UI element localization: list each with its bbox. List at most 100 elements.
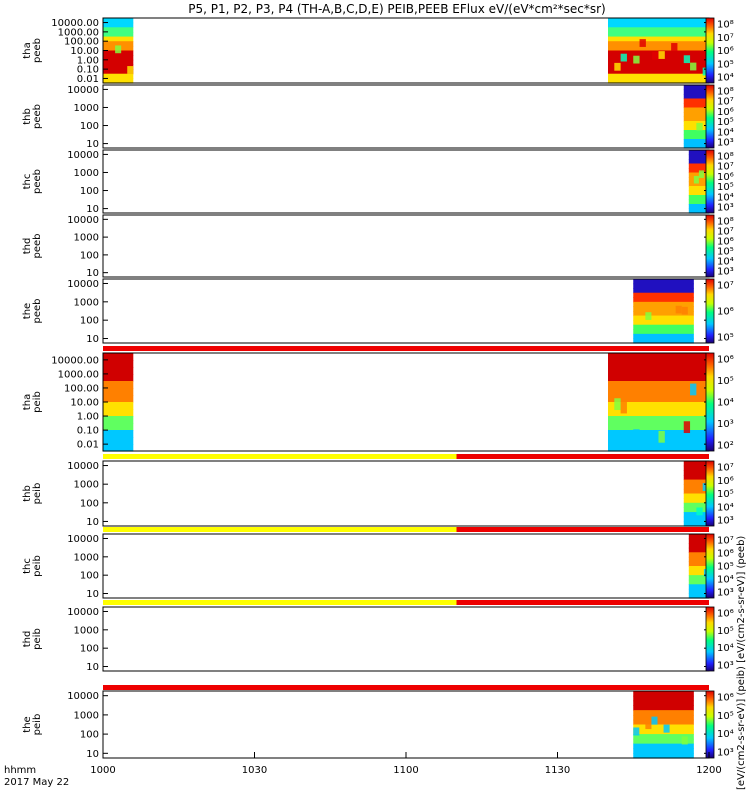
y-label-instrument: peeb — [32, 38, 43, 63]
spectrum-band — [633, 719, 694, 726]
y-axis-label: the peeb — [22, 299, 43, 324]
colorbar-tick-label: 10³ — [717, 138, 734, 149]
spectrum-texture — [698, 170, 704, 178]
spectrum-band — [683, 94, 709, 100]
y-label-probe: thd — [22, 631, 33, 648]
panel-thc_peib: 10000 1000 100 10 thc peib 10⁷ 10⁶ 10⁵ 10⁴ 10³ — [22, 533, 734, 605]
spectrum-band — [103, 423, 134, 431]
y-axis-label: tha peib — [22, 391, 43, 413]
spectrum-texture — [645, 312, 652, 320]
spectrum-band — [683, 516, 709, 522]
colorbar-tick-label: 10⁸ — [717, 87, 734, 98]
spectrum-band — [633, 297, 694, 303]
y-tick-label: 10000 — [67, 534, 99, 545]
y-tick-label: 100 — [80, 121, 99, 132]
spectrum-band — [103, 353, 134, 361]
spectrum-band — [683, 479, 709, 485]
spectrum-band — [608, 367, 709, 375]
colorbar-tick-label: 10⁵ — [717, 333, 734, 344]
colorbar-tick-label: 10⁵ — [717, 117, 734, 128]
data-block-the_peeb-0 — [633, 279, 694, 344]
colorbar-tha_peib: 10⁶ 10⁵ 10⁴ 10³ 10² — [705, 352, 734, 452]
colorbar-tick-label: 10⁵ — [717, 562, 734, 573]
spectrum-band — [688, 588, 709, 595]
spectrum-band — [103, 59, 134, 66]
colorbar-tick-label: 10⁵ — [717, 182, 734, 193]
y-tick-label: 10 — [86, 749, 99, 760]
colorbar-tick-label: 10⁴ — [717, 643, 734, 654]
y-tick-label: 100 — [80, 316, 99, 327]
spectrum-band — [103, 381, 134, 389]
panel-frame — [102, 690, 710, 759]
spectrum-band — [683, 98, 709, 104]
spectrum-band — [633, 753, 694, 759]
footer-date: 2017 May 22 — [4, 777, 69, 788]
spectrum-band — [688, 199, 709, 205]
panel-thd_peib: 10000 1000 100 10 thd peib 10⁶ 10⁵ 10⁴ 10³ — [22, 606, 734, 690]
spectrum-band — [688, 556, 709, 563]
spectrum-band — [633, 320, 694, 326]
y-label-probe: thb — [22, 485, 33, 502]
colorbar-tick-label: 10⁷ — [717, 33, 734, 44]
spectrum-band — [683, 461, 709, 467]
colorbar-tick-label: 10⁶ — [717, 476, 734, 487]
y-label-probe: tha — [22, 394, 33, 410]
y-tick-label: 10.00 — [70, 46, 99, 57]
y-axis-label: thb peeb — [22, 104, 43, 129]
y-axis-label: thc peib — [22, 555, 43, 577]
flag-bar-tha_peib — [103, 454, 709, 459]
spectrum-band — [608, 59, 709, 66]
y-tick-label: 100.00 — [64, 37, 99, 48]
spectrum-band — [683, 103, 709, 109]
y-tick-label: 0.01 — [77, 440, 99, 451]
spectrum-band — [103, 416, 134, 424]
flag-segment — [456, 454, 709, 459]
y-tick-label: 100 — [80, 186, 99, 197]
flag-bar-thc_peib — [103, 600, 709, 605]
colorbar-tick-label: 10⁶ — [717, 307, 734, 318]
spectrum-band — [608, 18, 709, 24]
figure-title: P5, P1, P2, P3, P4 (TH-A,B,C,D,E) PEIB,P… — [188, 2, 605, 16]
spectrum-band — [683, 484, 709, 490]
spectrum-band — [103, 388, 134, 396]
spectrum-band — [688, 575, 709, 581]
spectrum-band — [633, 288, 694, 294]
spectrum-band — [683, 470, 709, 476]
flag-bar-the_peeb — [103, 346, 709, 351]
y-label-instrument: peib — [32, 628, 43, 650]
spectrum-band — [103, 27, 134, 33]
y-tick-label: 1000 — [74, 710, 99, 721]
colorbar-tick-label: 10⁴ — [717, 73, 734, 84]
spectrum-band — [608, 395, 709, 403]
spectrum-band — [683, 465, 709, 471]
data-block-tha_peeb-1 — [608, 18, 709, 84]
y-tick-label: 0.10 — [77, 426, 99, 437]
spectrum-band — [608, 353, 709, 361]
spectrum-band — [683, 143, 709, 149]
spectrum-band — [633, 734, 694, 740]
spectrum-texture — [663, 724, 670, 733]
spectrum-band — [103, 360, 134, 368]
footer-hhmm: hhmm — [4, 765, 36, 776]
colorbar-tick-label: 10⁶ — [717, 693, 734, 704]
y-tick-label: 10000 — [67, 215, 99, 226]
spectrum-band — [688, 195, 709, 201]
colorbar-gradient — [705, 149, 715, 214]
colorbar-tick-label: 10⁷ — [717, 227, 734, 238]
y-label-probe: the — [22, 716, 33, 732]
spectrum-texture — [633, 55, 640, 64]
colorbar-tick-label: 10⁶ — [717, 237, 734, 248]
colorbar-tick-label: 10⁶ — [717, 172, 734, 183]
spectrum-band — [633, 329, 694, 335]
panel-frame — [102, 278, 710, 344]
spectrum-band — [633, 710, 694, 716]
y-tick-label: 1000 — [74, 168, 99, 179]
spectrum-band — [688, 566, 709, 572]
colorbar-tick-label: 10⁴ — [717, 729, 734, 740]
data-block-the_peib-0 — [633, 691, 694, 759]
spectrum-texture — [683, 421, 691, 434]
spectrum-texture — [683, 55, 691, 64]
panel-frame — [102, 214, 710, 278]
